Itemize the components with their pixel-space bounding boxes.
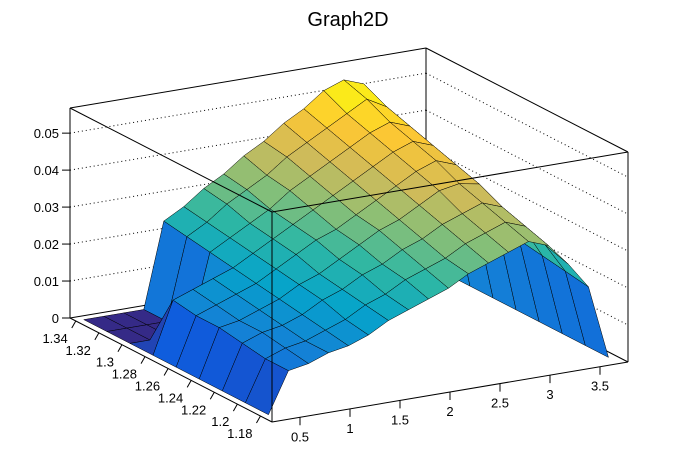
x-tick-label: 1 bbox=[346, 421, 353, 436]
z-tick-label: 0.05 bbox=[34, 126, 59, 141]
x-tick-label: 1.5 bbox=[391, 412, 409, 427]
y-tick bbox=[209, 392, 215, 400]
y-tick-label: 1.3 bbox=[96, 355, 114, 370]
x-tick-label: 3 bbox=[546, 387, 553, 402]
y-tick bbox=[232, 403, 238, 412]
y-tick-label: 1.24 bbox=[158, 390, 183, 405]
back-edge bbox=[425, 47, 629, 153]
y-tick bbox=[163, 368, 169, 376]
y-tick-label: 1.28 bbox=[112, 367, 137, 382]
surface-cell bbox=[245, 358, 289, 416]
y-tick-label: 1.34 bbox=[42, 331, 67, 346]
y-tick-label: 1.32 bbox=[66, 343, 91, 358]
box-edge bbox=[69, 107, 273, 213]
back-edge bbox=[69, 47, 427, 109]
axes: 0 0.01 0.02 0.03 0.04 0.05 0.5 1 1.5 2 2.5 3 3.5 1.18… bbox=[34, 108, 629, 444]
chart-title: Graph2D bbox=[307, 9, 388, 31]
z-gridline bbox=[425, 72, 629, 178]
z-tick-label: 0.03 bbox=[34, 200, 59, 215]
x-tick-label: 3.5 bbox=[591, 379, 609, 394]
x-tick-label: 2.5 bbox=[491, 396, 509, 411]
box-edge bbox=[271, 151, 629, 213]
y-tick bbox=[186, 380, 192, 388]
y-tick bbox=[256, 415, 261, 424]
y-tick bbox=[117, 344, 123, 352]
z-tick-label: 0 bbox=[52, 311, 59, 326]
z-tick-label: 0.01 bbox=[34, 274, 59, 289]
y-tick bbox=[140, 356, 146, 364]
x-tick-label: 0.5 bbox=[291, 429, 309, 444]
z-tick-label: 0.04 bbox=[34, 163, 59, 178]
y-tick bbox=[94, 332, 100, 341]
surface-mesh bbox=[82, 79, 609, 416]
y-tick-label: 1.2 bbox=[211, 414, 229, 429]
z-tick-label: 0.02 bbox=[34, 237, 59, 252]
x-tick-label: 2 bbox=[446, 404, 453, 419]
y-tick bbox=[71, 320, 77, 329]
y-tick-label: 1.22 bbox=[181, 402, 206, 417]
y-axis bbox=[69, 317, 273, 423]
z-gridline bbox=[69, 72, 427, 134]
y-tick-label: 1.26 bbox=[135, 379, 160, 394]
box-front-edges bbox=[69, 107, 629, 422]
y-tick-label: 1.18 bbox=[227, 426, 252, 441]
